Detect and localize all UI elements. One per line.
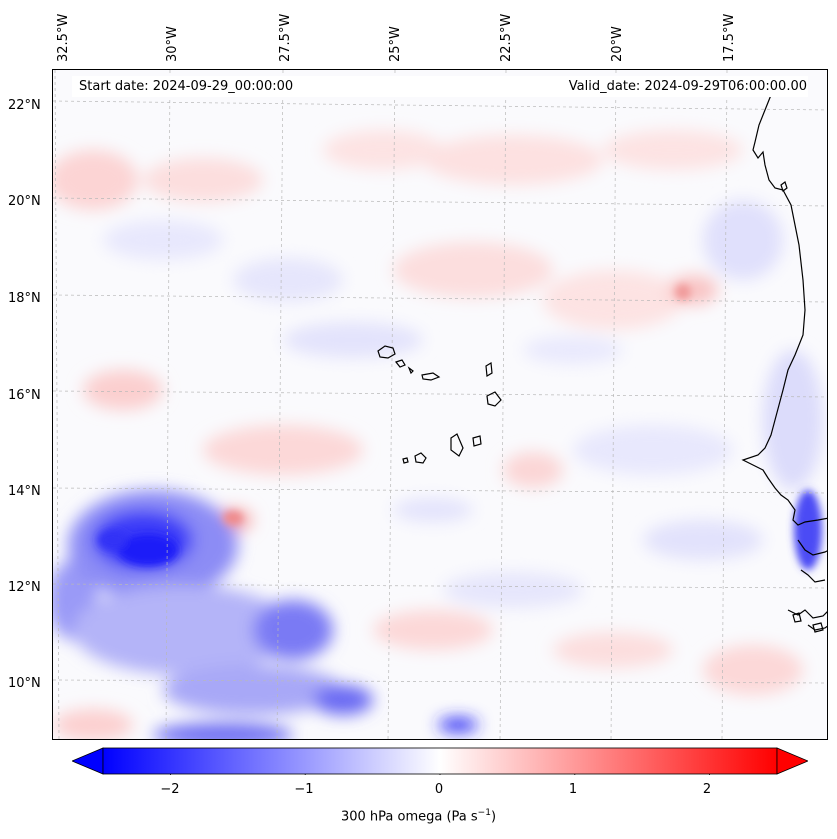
west-africa-coastline: [741, 94, 827, 526]
brava-island: [402, 457, 409, 464]
gambia-coastline: [797, 539, 827, 556]
colorbar-max-extend-arrow: [776, 747, 810, 775]
bissagos-islet-2: [812, 622, 824, 633]
colorbar-tick-label: −2: [160, 782, 180, 797]
maio-island: [472, 435, 482, 447]
lon-label-25w: 25°W: [388, 26, 403, 62]
bissagos-islet: [792, 612, 802, 623]
colorbar: [70, 747, 810, 778]
santa-luzia-island: [407, 366, 414, 375]
lat-label-22n: 22°N: [8, 98, 41, 113]
colorbar-tick-label: 1: [568, 782, 578, 797]
lat-label-18n: 18°N: [8, 291, 41, 306]
sao-vicente-island: [394, 359, 406, 368]
santo-antao-island: [377, 345, 396, 359]
colorbar-label-exponent: −1: [477, 808, 491, 818]
lat-label-10n: 10°N: [8, 676, 41, 691]
lat-label-16n: 16°N: [8, 388, 41, 403]
guinea-bissau-coastline: [800, 569, 826, 583]
coastlines: [377, 94, 827, 633]
santiago-island: [450, 433, 464, 457]
colorbar-label: 300 hPa omega (Pa s−1): [0, 808, 837, 824]
lon-label-17.5w: 17.5°W: [722, 13, 737, 62]
colorbar-tick-label: 2: [702, 782, 712, 797]
colorbar-gradient: [102, 747, 778, 775]
omega-field-patches: [53, 130, 823, 739]
lon-label-22.5w: 22.5°W: [499, 13, 514, 62]
colorbar-tick-label: −1: [294, 782, 314, 797]
lon-label-20w: 20°W: [610, 26, 625, 62]
colorbar-min-extend-arrow: [70, 747, 104, 775]
lon-label-27.5w: 27.5°W: [278, 13, 293, 62]
guinea-coastline-2: [807, 624, 827, 631]
colorbar-svg: [70, 747, 810, 778]
sal-island: [485, 361, 493, 378]
canary-coast-islet: [780, 181, 788, 192]
omega-field-cores: [98, 284, 822, 570]
info-banner: [72, 76, 808, 97]
lon-label-30w: 30°W: [165, 26, 180, 62]
sao-nicolau-island: [421, 372, 441, 381]
valid-date-label: Valid_date: 2024-09-29T06:00:00.00: [568, 79, 807, 94]
lon-label-32.5w: 32.5°W: [56, 13, 71, 62]
lat-label-14n: 14°N: [8, 484, 41, 499]
colorbar-tick-label: 0: [434, 782, 444, 797]
lat-label-20n: 20°N: [8, 194, 41, 209]
omega-map-panel: [52, 69, 828, 740]
fogo-island: [414, 452, 427, 464]
colorbar-label-close: ): [490, 809, 497, 825]
lat-label-12n: 12°N: [8, 580, 41, 595]
colorbar-label-main: 300 hPa omega (Pa s: [340, 809, 478, 825]
boa-vista-island: [486, 391, 502, 407]
map-gridlines: [53, 70, 827, 739]
start-date-label: Start date: 2024-09-29_00:00:00: [79, 79, 294, 94]
omega-field-map: [53, 70, 827, 739]
